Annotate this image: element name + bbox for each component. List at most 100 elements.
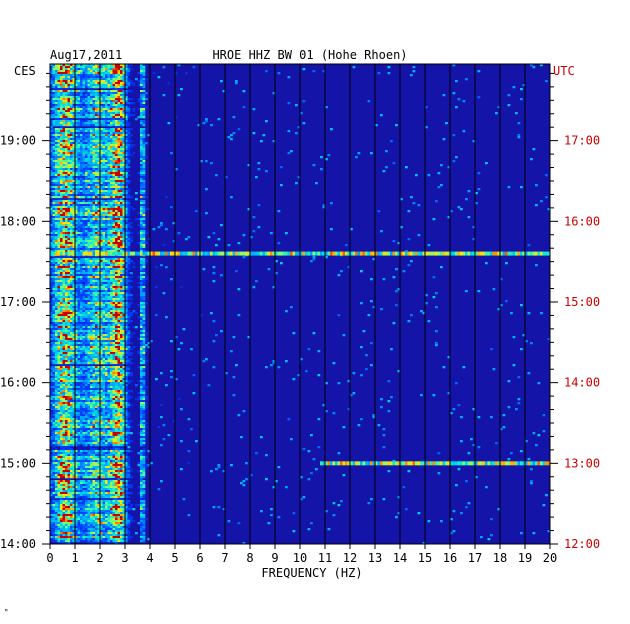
heatmap-cell	[60, 170, 63, 173]
heatmap-cell	[90, 172, 93, 175]
heatmap-cell	[115, 84, 118, 87]
heatmap-cell	[127, 146, 131, 149]
heatmap-cell	[120, 92, 123, 95]
heatmap-cell	[80, 70, 83, 73]
heatmap-cell	[92, 256, 96, 259]
heatmap-cell	[255, 280, 258, 283]
heatmap-cell	[65, 118, 68, 121]
heatmap-cell	[120, 320, 123, 323]
heatmap-cell	[62, 122, 66, 125]
heatmap-cell	[92, 230, 96, 233]
heatmap-cell	[72, 106, 76, 109]
heatmap-cell	[75, 310, 78, 313]
heatmap-cell	[72, 194, 76, 197]
heatmap-cell	[142, 224, 146, 227]
heatmap-cell	[272, 140, 276, 143]
heatmap-cell	[85, 192, 88, 195]
heatmap-cell	[142, 318, 146, 321]
heatmap-cell	[115, 258, 118, 261]
heatmap-cell	[262, 134, 266, 137]
heatmap-cell	[57, 222, 61, 225]
heatmap-cell	[80, 112, 83, 115]
heatmap-cell	[52, 128, 56, 131]
heatmap-cell	[120, 310, 123, 313]
heatmap-cell	[70, 236, 73, 239]
heatmap-cell	[115, 250, 118, 253]
heatmap-cell	[50, 140, 53, 143]
heatmap-cell	[110, 256, 113, 259]
heatmap-cell	[92, 224, 96, 227]
heatmap-cell	[80, 140, 83, 143]
heatmap-cell	[87, 256, 91, 259]
heatmap-cell	[110, 228, 113, 231]
heatmap-cell	[95, 164, 98, 167]
heatmap-cell	[115, 168, 118, 171]
heatmap-cell	[112, 296, 116, 299]
heatmap-cell	[67, 172, 71, 175]
heatmap-cell	[100, 138, 103, 141]
heatmap-cell	[67, 306, 71, 309]
heatmap-cell	[252, 286, 256, 289]
heatmap-cell	[112, 228, 116, 231]
heatmap-cell	[95, 338, 98, 341]
heatmap-cell	[50, 106, 53, 109]
heatmap-cell	[112, 288, 116, 291]
heatmap-cell	[125, 236, 128, 239]
heatmap-cell	[87, 282, 91, 285]
heatmap-cell	[132, 102, 136, 105]
heatmap-cell	[82, 338, 86, 341]
heatmap-cell	[105, 314, 108, 317]
heatmap-cell	[112, 234, 116, 237]
heatmap-cell	[95, 324, 98, 327]
heatmap-cell	[67, 332, 71, 335]
heatmap-cell	[80, 96, 83, 99]
heatmap-cell	[65, 228, 68, 231]
heatmap-cell	[62, 250, 66, 253]
heatmap-cell	[80, 82, 83, 85]
heatmap-cell	[75, 226, 78, 229]
heatmap-cell	[117, 278, 121, 281]
heatmap-cell	[55, 270, 58, 273]
heatmap-cell	[67, 120, 71, 123]
heatmap-cell	[70, 110, 73, 113]
heatmap-cell	[252, 230, 256, 233]
heatmap-cell	[115, 226, 118, 229]
heatmap-cell	[272, 286, 276, 289]
heatmap-cell	[50, 142, 53, 145]
heatmap-cell	[142, 176, 146, 179]
heatmap-cell	[67, 260, 71, 263]
heatmap-cell	[75, 208, 78, 211]
heatmap-cell	[82, 94, 86, 97]
heatmap-cell	[110, 258, 113, 261]
heatmap-cell	[85, 302, 88, 305]
heatmap-cell	[140, 108, 143, 111]
heatmap-cell	[92, 130, 96, 133]
heatmap-cell	[115, 240, 118, 243]
heatmap-cell	[105, 230, 108, 233]
heatmap-cell	[75, 106, 78, 109]
heatmap-cell	[70, 162, 73, 165]
heatmap-cell	[125, 312, 128, 315]
heatmap-cell	[122, 178, 126, 181]
heatmap-cell	[62, 200, 66, 203]
heatmap-cell	[140, 328, 143, 331]
heatmap-cell	[55, 76, 58, 79]
heatmap-cell	[75, 236, 78, 239]
heatmap-cell	[110, 242, 113, 245]
heatmap-cell	[72, 202, 76, 205]
heatmap-cell	[52, 216, 56, 219]
heatmap-cell	[257, 204, 261, 207]
heatmap-cell	[82, 80, 86, 83]
heatmap-cell	[105, 320, 108, 323]
heatmap-cell	[65, 292, 68, 295]
heatmap-cell	[80, 212, 83, 215]
heatmap-cell	[105, 164, 108, 167]
heatmap-cell	[107, 172, 111, 175]
heatmap-cell	[75, 200, 78, 203]
heatmap-cell	[107, 102, 111, 105]
heatmap-cell	[142, 306, 146, 309]
heatmap-cell	[70, 148, 73, 151]
heatmap-cell	[110, 290, 113, 293]
heatmap-cell	[122, 132, 126, 135]
heatmap-cell	[125, 222, 128, 225]
